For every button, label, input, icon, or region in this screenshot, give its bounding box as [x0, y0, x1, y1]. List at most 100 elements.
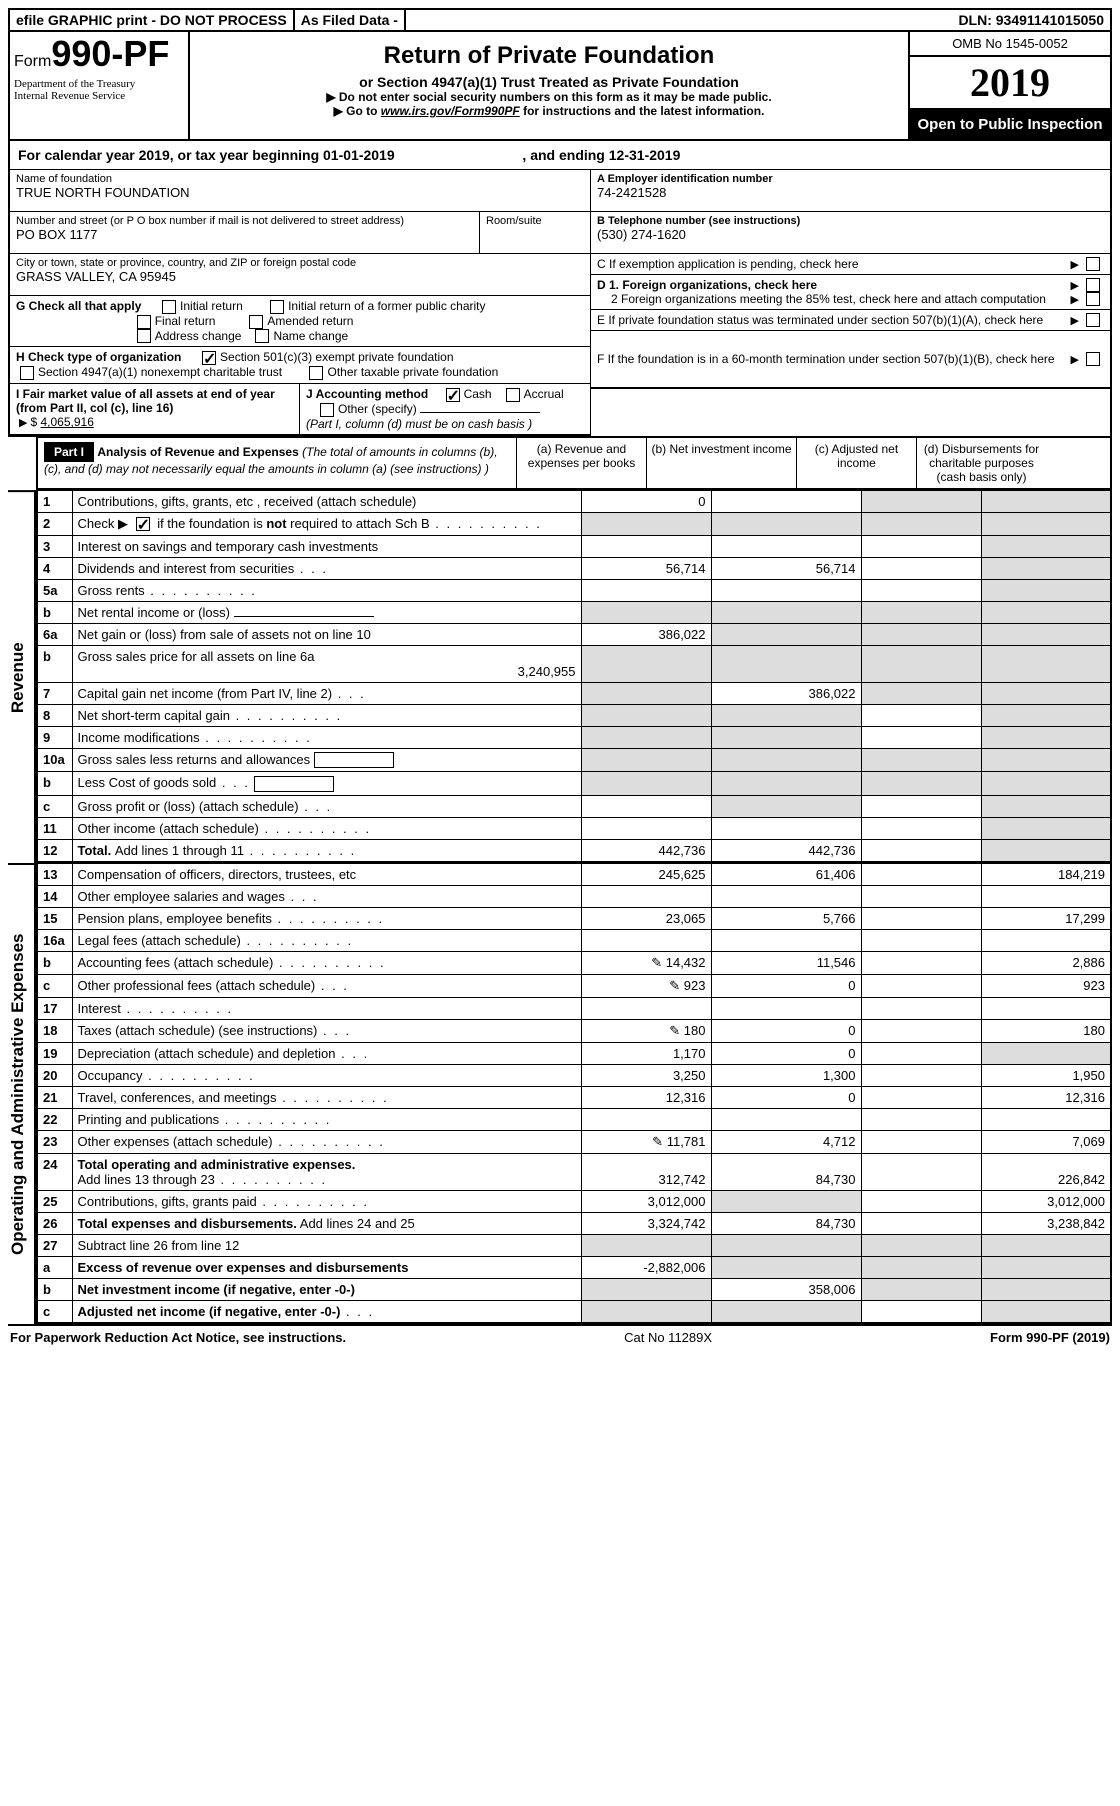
row-14: 14Other employee salaries and wages	[37, 885, 1111, 907]
checkbox-accrual[interactable]	[506, 388, 520, 402]
row-2: 2Check ▶ if the foundation is not requir…	[37, 512, 1111, 535]
tax-year: 2019	[910, 57, 1110, 110]
addr-value: PO BOX 1177	[16, 227, 473, 242]
checkbox-d2[interactable]	[1086, 292, 1100, 306]
col-d-header: (d) Disbursements for charitable purpose…	[916, 438, 1046, 488]
checkbox-other-method[interactable]	[320, 403, 334, 417]
checkbox-other-taxable[interactable]	[309, 366, 323, 380]
i-value: 4,065,916	[40, 415, 93, 429]
dln-label: DLN: 93491141015050	[952, 10, 1110, 30]
row-16a: 16aLegal fees (attach schedule)	[37, 929, 1111, 951]
d1-label: D 1. Foreign organizations, check here	[597, 278, 817, 292]
open-to-public: Open to Public Inspection	[910, 110, 1110, 139]
efile-label: efile GRAPHIC print - DO NOT PROCESS	[10, 10, 295, 30]
row-7: 7Capital gain net income (from Part IV, …	[37, 682, 1111, 704]
revenue-section: Revenue 1Contributions, gifts, grants, e…	[8, 490, 1112, 863]
row-4: 4Dividends and interest from securities5…	[37, 557, 1111, 579]
checkbox-addr-change[interactable]	[137, 329, 151, 343]
checkbox-d1[interactable]	[1086, 278, 1100, 292]
top-bar: efile GRAPHIC print - DO NOT PROCESS As …	[8, 8, 1112, 32]
row-18: 18Taxes (attach schedule) (see instructi…	[37, 1019, 1111, 1042]
row-3: 3Interest on savings and temporary cash …	[37, 535, 1111, 557]
addr-label: Number and street (or P O box number if …	[16, 215, 473, 227]
page-footer: For Paperwork Reduction Act Notice, see …	[8, 1324, 1112, 1349]
attach-icon[interactable]: ✎	[669, 978, 680, 993]
i-label: I Fair market value of all assets at end…	[16, 387, 275, 415]
row-25: 25Contributions, gifts, grants paid3,012…	[37, 1190, 1111, 1212]
row-5a: 5aGross rents	[37, 579, 1111, 601]
row-27: 27Subtract line 26 from line 12	[37, 1234, 1111, 1256]
checkbox-c[interactable]	[1086, 257, 1100, 271]
checkbox-4947[interactable]	[20, 366, 34, 380]
row-23: 23Other expenses (attach schedule)✎ 11,7…	[37, 1130, 1111, 1153]
form-title: Return of Private Foundation	[196, 42, 902, 70]
asfiled-label: As Filed Data -	[295, 10, 406, 30]
row-12: 12Total. Add lines 1 through 11442,73644…	[37, 839, 1111, 862]
row-27c: cAdjusted net income (if negative, enter…	[37, 1300, 1111, 1323]
checkbox-f[interactable]	[1086, 352, 1100, 366]
checkbox-initial[interactable]	[162, 300, 176, 314]
checkbox-501c3[interactable]	[202, 351, 216, 365]
section-h: H Check type of organization Section 501…	[10, 347, 590, 384]
city-value: GRASS VALLEY, CA 95945	[16, 269, 584, 284]
ein-value: 74-2421528	[597, 185, 1104, 200]
part1-header: Part I Analysis of Revenue and Expenses …	[36, 437, 1112, 490]
row-26: 26Total expenses and disbursements. Add …	[37, 1212, 1111, 1234]
attach-icon[interactable]: ✎	[651, 955, 662, 970]
row-9: 9Income modifications	[37, 726, 1111, 748]
row-22: 22Printing and publications	[37, 1108, 1111, 1130]
col-c-header: (c) Adjusted net income	[796, 438, 916, 488]
row-20: 20Occupancy3,2501,3001,950	[37, 1064, 1111, 1086]
tel-label: B Telephone number (see instructions)	[597, 215, 800, 227]
e-label: E If private foundation status was termi…	[597, 313, 1068, 327]
row-16c: cOther professional fees (attach schedul…	[37, 974, 1111, 997]
row-15: 15Pension plans, employee benefits23,065…	[37, 907, 1111, 929]
opex-section: Operating and Administrative Expenses 13…	[8, 863, 1112, 1324]
row-10a: 10aGross sales less returns and allowanc…	[37, 748, 1111, 772]
row-10b: bLess Cost of goods sold	[37, 772, 1111, 796]
checkbox-e[interactable]	[1086, 313, 1100, 327]
col-a-header: (a) Revenue and expenses per books	[516, 438, 646, 488]
id-block: Name of foundation TRUE NORTH FOUNDATION…	[8, 170, 1112, 437]
part1-label: Part I	[44, 442, 94, 462]
tel-value: (530) 274-1620	[597, 227, 1104, 242]
row-16b: bAccounting fees (attach schedule)✎ 14,4…	[37, 951, 1111, 974]
row-6b: bGross sales price for all assets on lin…	[37, 645, 1111, 682]
f-label: F If the foundation is in a 60-month ter…	[597, 352, 1068, 366]
checkbox-schb[interactable]	[136, 517, 150, 531]
instruction-1: ▶ Do not enter social security numbers o…	[196, 90, 902, 104]
form-subtitle: or Section 4947(a)(1) Trust Treated as P…	[196, 74, 902, 90]
checkbox-amended[interactable]	[249, 315, 263, 329]
omb-number: OMB No 1545-0052	[910, 32, 1110, 57]
dept-label: Department of the Treasury Internal Reve…	[14, 78, 184, 102]
checkbox-initial-former[interactable]	[270, 300, 284, 314]
row-21: 21Travel, conferences, and meetings12,31…	[37, 1086, 1111, 1108]
row-8: 8Net short-term capital gain	[37, 704, 1111, 726]
checkbox-final[interactable]	[137, 315, 151, 329]
footer-left: For Paperwork Reduction Act Notice, see …	[10, 1330, 346, 1345]
row-27b: bNet investment income (if negative, ent…	[37, 1278, 1111, 1300]
row-19: 19Depreciation (attach schedule) and dep…	[37, 1042, 1111, 1064]
irs-link[interactable]: www.irs.gov/Form990PF	[381, 104, 520, 118]
footer-mid: Cat No 11289X	[624, 1330, 712, 1345]
row-6a: 6aNet gain or (loss) from sale of assets…	[37, 623, 1111, 645]
row-5b: bNet rental income or (loss)	[37, 601, 1111, 623]
calendar-year-row: For calendar year 2019, or tax year begi…	[8, 141, 1112, 170]
form-word: Form	[14, 53, 51, 70]
c-label: C If exemption application is pending, c…	[597, 257, 1068, 271]
checkbox-cash[interactable]	[446, 388, 460, 402]
form-number: 990-PF	[51, 33, 169, 74]
row-17: 17Interest	[37, 997, 1111, 1019]
room-label: Room/suite	[486, 215, 584, 227]
city-label: City or town, state or province, country…	[16, 257, 584, 269]
attach-icon[interactable]: ✎	[652, 1134, 663, 1149]
foundation-name: TRUE NORTH FOUNDATION	[16, 185, 584, 200]
checkbox-name-change[interactable]	[255, 329, 269, 343]
footer-right: Form 990-PF (2019)	[990, 1330, 1110, 1345]
section-g: G Check all that apply Initial return In…	[10, 296, 590, 347]
ein-label: A Employer identification number	[597, 173, 773, 185]
opex-sidelabel: Operating and Administrative Expenses	[8, 863, 36, 1324]
attach-icon[interactable]: ✎	[669, 1023, 680, 1038]
row-27a: aExcess of revenue over expenses and dis…	[37, 1256, 1111, 1278]
row-24: 24Total operating and administrative exp…	[37, 1153, 1111, 1190]
